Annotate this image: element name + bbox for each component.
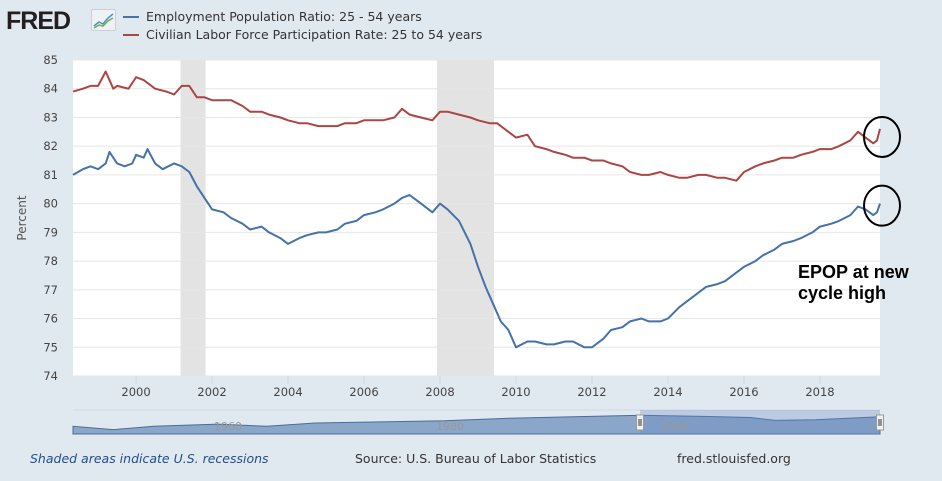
y-tick-label: 76 (43, 312, 58, 326)
y-tick-label: 85 (43, 53, 58, 67)
source-text: Source: U.S. Bureau of Labor Statistics (355, 451, 597, 466)
y-tick-label: 84 (43, 82, 58, 96)
legend-item-lfpr[interactable]: Civilian Labor Force Participation Rate:… (123, 26, 482, 44)
navigator-drag-handle-icon[interactable] (876, 414, 884, 431)
y-tick-label: 82 (43, 139, 58, 153)
y-tick-label: 79 (43, 225, 58, 239)
annotation-line-1: EPOP at new (798, 262, 909, 282)
navigator-selection[interactable] (640, 410, 880, 434)
x-tick-label: 2014 (653, 385, 682, 399)
y-tick-label: 77 (43, 283, 58, 297)
legend-swatch-red (123, 34, 139, 36)
annotation-circle (863, 115, 901, 158)
fred-logo[interactable]: FRED (6, 7, 71, 35)
navigator-label: 2000 (661, 420, 689, 433)
series-line-epop[interactable] (72, 148, 881, 349)
x-tick-label: 2018 (805, 385, 834, 399)
y-tick-label: 78 (43, 254, 58, 268)
x-tick-label: 2012 (577, 385, 606, 399)
x-tick-label: 2016 (729, 385, 758, 399)
navigator-label: 1980 (436, 420, 464, 433)
y-tick-label: 81 (43, 168, 58, 182)
x-tick-label: 2000 (121, 385, 150, 399)
recession-band (436, 60, 494, 376)
y-axis-title: Percent (15, 195, 29, 240)
y-tick-label: 75 (43, 340, 58, 354)
legend-item-epop[interactable]: Employment Population Ratio: 25 - 54 yea… (123, 8, 482, 26)
y-tick-label: 83 (43, 110, 58, 124)
site-link[interactable]: fred.stlouisfed.org (677, 451, 791, 466)
recession-note: Shaded areas indicate U.S. recessions (30, 451, 269, 466)
navigator-drag-handle-icon[interactable] (636, 414, 644, 431)
x-tick-label: 2008 (425, 385, 454, 399)
fred-chart-icon (91, 9, 116, 31)
x-tick-label: 2004 (273, 385, 302, 399)
legend-label: Civilian Labor Force Participation Rate:… (146, 27, 483, 42)
x-tick-label: 2002 (197, 385, 226, 399)
annotation-circle (863, 184, 901, 227)
legend-label: Employment Population Ratio: 25 - 54 yea… (146, 9, 422, 24)
annotation-text: EPOP at new cycle high (798, 262, 909, 304)
navigator-label: 1960 (214, 420, 242, 433)
x-tick-label: 2010 (501, 385, 530, 399)
x-tick-label: 2006 (349, 385, 378, 399)
chart-legend: Employment Population Ratio: 25 - 54 yea… (123, 8, 482, 44)
y-tick-label: 74 (43, 369, 58, 383)
annotation-line-2: cycle high (798, 283, 887, 303)
legend-swatch-blue (123, 16, 139, 18)
navigator-series-area (72, 414, 881, 435)
series-line-lfpr[interactable] (72, 70, 881, 182)
y-tick-label: 80 (43, 197, 58, 211)
recession-band (180, 60, 206, 376)
